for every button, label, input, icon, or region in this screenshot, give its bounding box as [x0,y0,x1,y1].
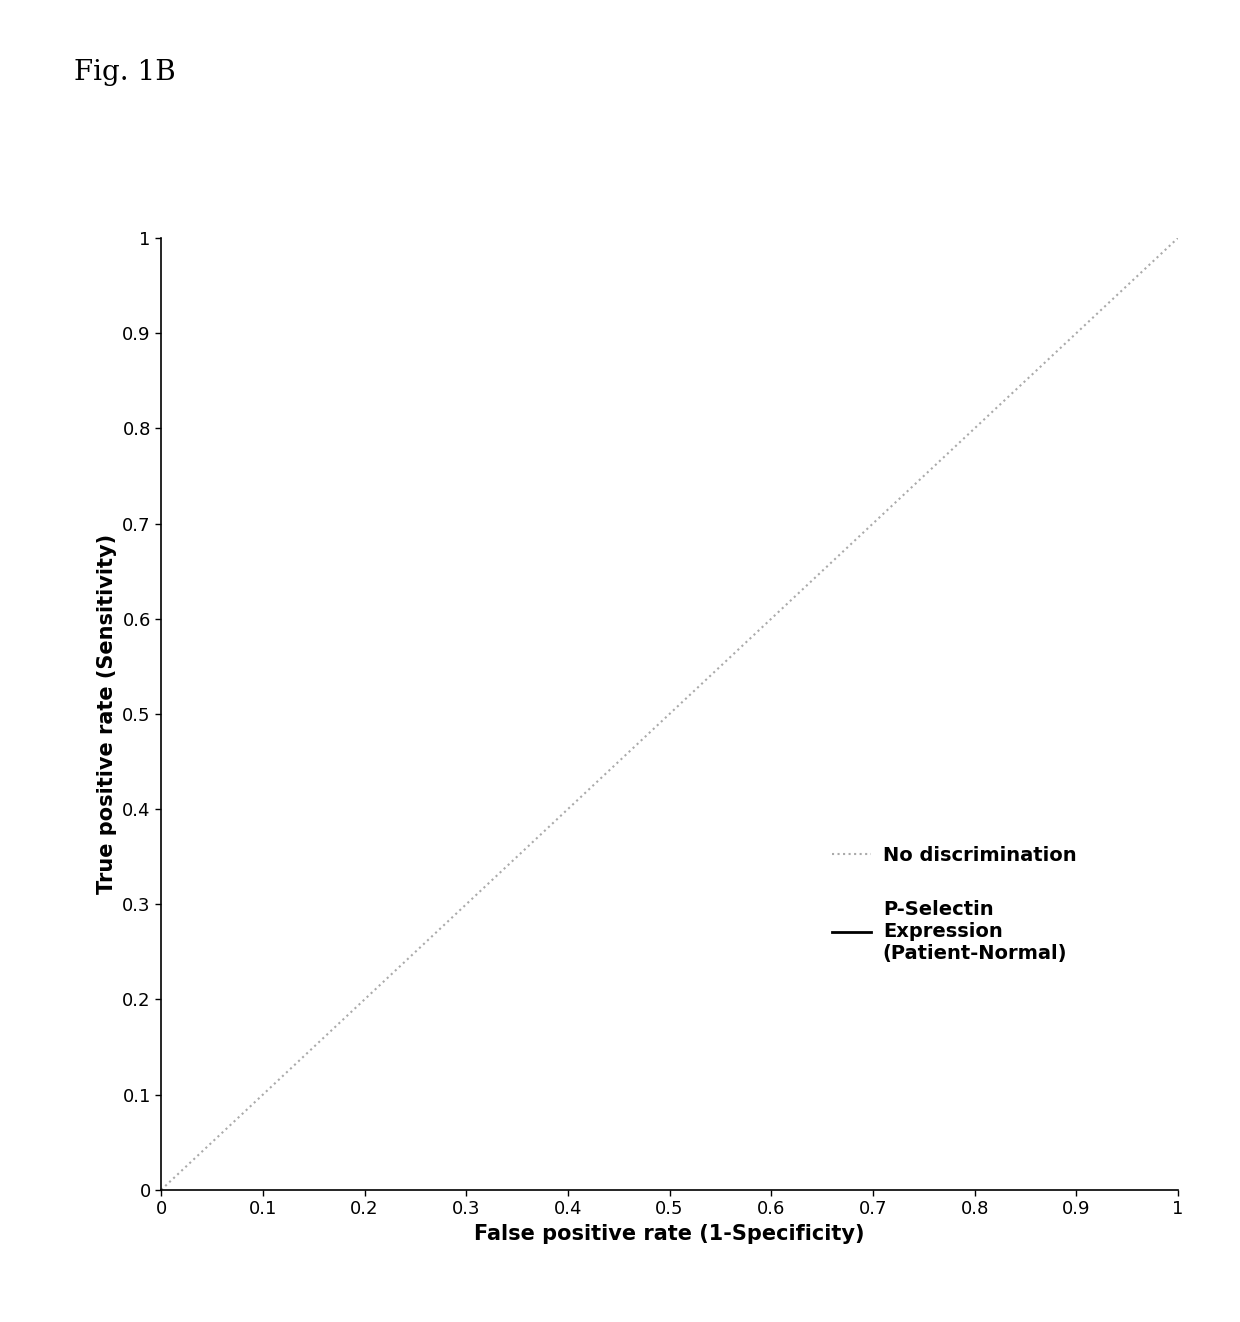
Legend: No discrimination, P-Selectin
Expression
(Patient-Normal): No discrimination, P-Selectin Expression… [832,846,1076,962]
Y-axis label: True positive rate (Sensitivity): True positive rate (Sensitivity) [97,534,117,894]
X-axis label: False positive rate (1-Specificity): False positive rate (1-Specificity) [475,1224,864,1244]
Text: Fig. 1B: Fig. 1B [74,59,176,86]
